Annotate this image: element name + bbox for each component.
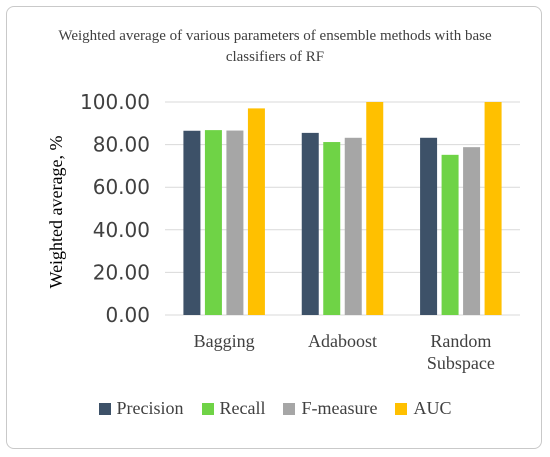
- bar-recall-bagging: [204, 130, 222, 315]
- bar-f-measure-adaboost: [344, 137, 362, 315]
- legend-swatch: [395, 402, 408, 415]
- legend-swatch: [201, 402, 214, 415]
- bar-precision-bagging: [183, 130, 201, 315]
- chart-title: Weighted average of various parameters o…: [58, 28, 492, 65]
- legend-item: AUC: [395, 398, 451, 419]
- legend-swatch: [283, 402, 296, 415]
- bar-auc-random-subspace: [484, 102, 502, 315]
- legend-swatch: [98, 402, 111, 415]
- legend-item: F-measure: [283, 398, 377, 419]
- legend-label: AUC: [413, 398, 452, 418]
- legend-label: F-measure: [301, 398, 378, 418]
- x-tick-label: Adaboost: [308, 331, 377, 351]
- y-tick-label: 100.00: [80, 90, 150, 114]
- bar-recall-adaboost: [323, 142, 341, 315]
- bar-f-measure-random-subspace: [463, 147, 481, 315]
- bar-precision-adaboost: [301, 132, 319, 315]
- y-axis-label: Weighted average, %: [46, 136, 66, 289]
- bar-auc-bagging: [247, 108, 265, 315]
- bar-recall-random-subspace: [441, 154, 459, 315]
- legend-item: Recall: [201, 398, 266, 419]
- bar-f-measure-bagging: [226, 130, 244, 315]
- x-tick-label: Random Subspace: [427, 331, 495, 373]
- bar-auc-adaboost: [366, 102, 384, 315]
- bar-precision-random-subspace: [420, 137, 438, 315]
- y-tick-label: 0.00: [105, 303, 150, 327]
- x-tick-label: Bagging: [194, 331, 255, 351]
- legend-label: Precision: [116, 398, 184, 418]
- y-tick-label: 80.00: [93, 133, 150, 157]
- y-tick-label: 60.00: [93, 175, 150, 199]
- legend: Precision Recall F-measure AUC: [0, 398, 550, 419]
- y-tick-label: 40.00: [93, 218, 150, 242]
- y-tick-label: 20.00: [93, 260, 150, 284]
- legend-item: Precision: [98, 398, 184, 419]
- legend-label: Recall: [219, 398, 266, 418]
